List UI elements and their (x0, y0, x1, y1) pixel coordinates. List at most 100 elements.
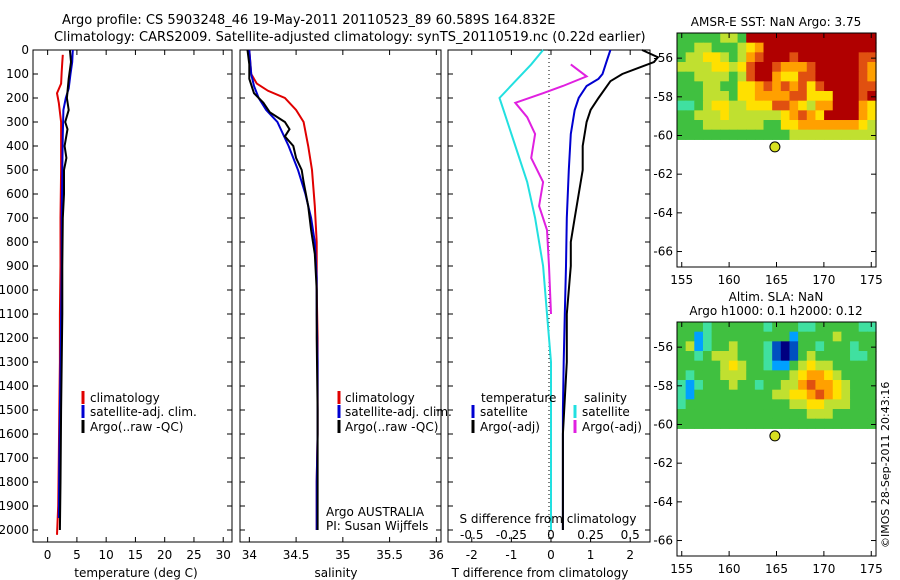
heatmap-cell (754, 81, 765, 92)
heatmap-cell (850, 71, 860, 82)
heatmap-cell (841, 33, 851, 44)
heatmap-cell (798, 81, 808, 92)
temperature-legend: climatology satellite-adj. clim. Argo(..… (81, 391, 197, 434)
heatmap-cell (867, 71, 877, 82)
heatmap-cell (754, 42, 765, 53)
heatmap-cell (824, 341, 834, 352)
x-tick-label: 20 (157, 548, 172, 562)
heatmap-cell (867, 409, 877, 420)
heatmap-cell (850, 91, 860, 102)
heatmap-cell (737, 409, 747, 420)
heatmap-cell (685, 91, 695, 102)
heatmap-cell (677, 370, 687, 381)
heatmap-cell (772, 380, 782, 391)
heatmap-cell (858, 360, 868, 371)
heatmap-cell (841, 100, 851, 111)
heatmap-cell (850, 100, 860, 111)
heatmap-cell (720, 42, 730, 53)
heatmap-cell (780, 322, 791, 333)
salinity-legend: climatology satellite-adj. clim. Argo(..… (337, 391, 452, 434)
heatmap-cell (798, 380, 808, 391)
heatmap-cell (832, 71, 842, 82)
heatmap-cell (815, 351, 825, 362)
heatmap-cell (720, 370, 730, 381)
heatmap-cell (754, 370, 765, 381)
heatmap-cell (720, 100, 730, 111)
heatmap-cell (685, 42, 695, 53)
heatmap-cell (798, 129, 808, 140)
heatmap-cell (867, 52, 877, 63)
heatmap-cell (677, 52, 687, 63)
heatmap-cell (798, 120, 808, 131)
heatmap-cell (850, 33, 860, 44)
heatmap-cell (780, 91, 791, 102)
heatmap-cell (737, 120, 747, 131)
series-line-argo-raw-qc- (246, 49, 319, 530)
heatmap-cell (746, 341, 756, 352)
heatmap-cell (772, 399, 782, 410)
heatmap-cell (832, 62, 842, 73)
depth-axis-ticks: 0 100 200 300 400 500 600 700 800 900 1000 1100 1200… (0, 43, 232, 537)
argo-pi-annotation: PI: Susan Wijffels (326, 519, 428, 533)
heatmap-cell (694, 71, 704, 82)
heatmap-cell (850, 42, 860, 53)
heatmap-cell (867, 33, 877, 44)
heatmap-cell (711, 399, 721, 410)
heatmap-cell (815, 120, 825, 131)
temperature-axis-label: temperature (deg C) (74, 566, 197, 580)
heatmap-cell (720, 71, 730, 82)
legend-label-climatology: climatology (345, 391, 415, 405)
heatmap-cell (763, 418, 773, 429)
legend-label-climatology: climatology (90, 391, 160, 405)
salinity-plot-frame (239, 49, 442, 543)
heatmap-cell (806, 351, 817, 362)
heatmap-cell (789, 81, 799, 92)
heatmap-cell (685, 120, 695, 131)
lon-tick-label: 160 (718, 273, 741, 287)
heatmap-cell (737, 370, 747, 381)
heatmap-cell (789, 409, 799, 420)
heatmap-cell (746, 110, 756, 121)
heatmap-cell (806, 370, 817, 381)
heatmap-cell (677, 360, 687, 371)
heatmap-cell (746, 370, 756, 381)
heatmap-cell (728, 62, 739, 73)
x-tick-label: 30 (216, 548, 231, 562)
heatmap-cell (754, 331, 765, 342)
heatmap-cell (702, 81, 713, 92)
heatmap-cell (677, 380, 687, 391)
x-tick-label: -1 (505, 548, 517, 562)
heatmap-cell (789, 351, 799, 362)
heatmap-cell (685, 71, 695, 82)
lat-tick-label: -56 (653, 340, 673, 354)
heatmap-cell (858, 351, 868, 362)
heatmap-cell (711, 62, 721, 73)
depth-tick-label: 2000 (0, 523, 29, 537)
heatmap-cell (772, 100, 782, 111)
heatmap-cell (772, 33, 782, 44)
heatmap-cell (728, 129, 739, 140)
heatmap-cell (720, 33, 730, 44)
heatmap-cell (806, 380, 817, 391)
sst-map-lon-ticks: 155 160 165 170 175 (670, 33, 883, 287)
heatmap-cell (702, 331, 713, 342)
heatmap-cell (702, 322, 713, 333)
heatmap-cell (867, 418, 877, 429)
heatmap-cell (763, 360, 773, 371)
heatmap-cell (746, 389, 756, 400)
heatmap-cell (858, 81, 868, 92)
lon-tick-label: 170 (812, 273, 835, 287)
heatmap-cell (728, 42, 739, 53)
heatmap-cell (746, 360, 756, 371)
heatmap-cell (867, 129, 877, 140)
heatmap-cell (694, 100, 704, 111)
s-diff-tick-label: -0.25 (496, 528, 527, 542)
x-tick-label: 0 (547, 548, 555, 562)
sla-map-lon-ticks: 155 160 165 170 175 (670, 322, 883, 576)
heatmap-cell (711, 110, 721, 121)
heatmap-cell (789, 389, 799, 400)
heatmap-cell (746, 322, 756, 333)
lon-tick-label: 155 (670, 562, 693, 576)
heatmap-cell (702, 341, 713, 352)
